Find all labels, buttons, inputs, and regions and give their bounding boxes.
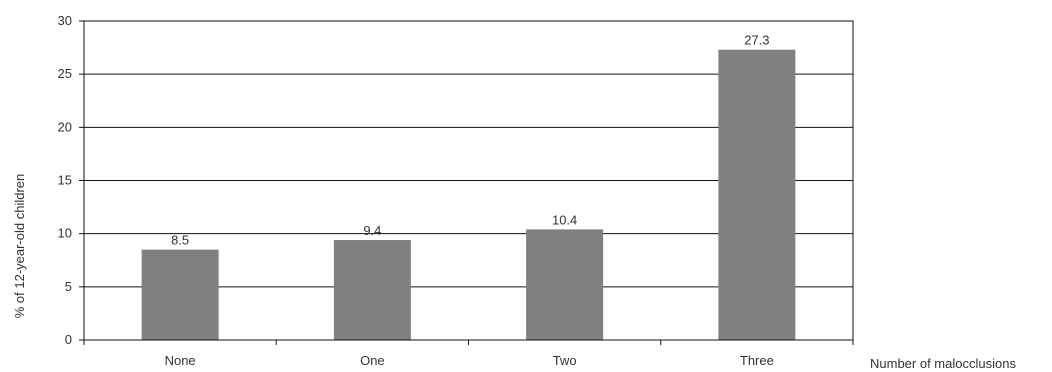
bar-three <box>718 49 796 341</box>
x-tick-label: One <box>360 353 385 368</box>
data-label: 8.5 <box>171 233 189 248</box>
x-axis-title: Number of malocclusions <box>870 356 1016 371</box>
bars <box>141 49 796 341</box>
y-tick-label: 10 <box>58 226 72 241</box>
x-axis-ticks: None One Two Three <box>83 340 854 368</box>
bar-two <box>526 229 604 340</box>
x-tick-label: Three <box>740 353 774 368</box>
y-tick-label: 25 <box>58 66 72 81</box>
data-labels: 8.5 9.4 10.4 27.3 <box>171 33 769 248</box>
y-axis-ticks: 0 5 10 15 20 25 30 <box>58 13 84 347</box>
y-tick-label: 0 <box>65 332 72 347</box>
bar-one <box>333 240 411 340</box>
y-axis-title: % of 12-year-old children <box>12 174 27 319</box>
x-tick-label: None <box>165 353 196 368</box>
bar-none <box>141 249 219 340</box>
y-tick-label: 15 <box>58 173 72 188</box>
y-tick-label: 20 <box>58 119 72 134</box>
data-label: 27.3 <box>744 33 769 48</box>
x-tick-label: Two <box>553 353 577 368</box>
y-tick-label: 30 <box>58 13 72 28</box>
y-tick-label: 5 <box>65 279 72 294</box>
data-label: 9.4 <box>363 223 381 238</box>
data-label: 10.4 <box>552 212 577 227</box>
